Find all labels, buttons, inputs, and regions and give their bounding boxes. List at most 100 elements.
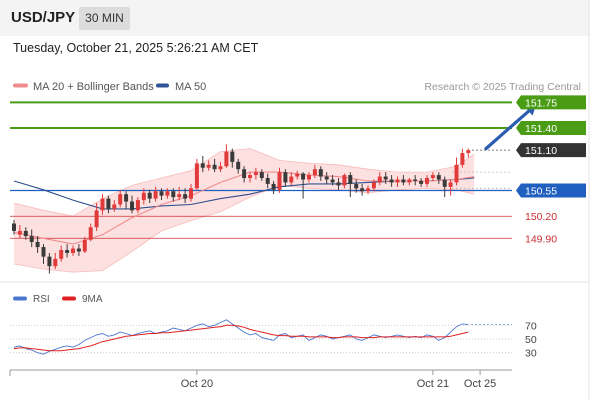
candle-body <box>395 179 400 183</box>
candle-body <box>407 179 412 183</box>
level-tag-151-10: 151.10 <box>525 145 557 157</box>
candle-body <box>448 182 453 187</box>
candle-body <box>307 175 311 180</box>
candle-body <box>389 179 394 183</box>
candle-body <box>82 239 87 252</box>
candle-body <box>118 194 123 205</box>
candle-body <box>312 169 317 176</box>
x-tick-label: Oct 21 <box>417 378 449 390</box>
candle-body <box>106 198 111 209</box>
rsi-line <box>13 319 469 355</box>
level-tag-bg-151-10 <box>516 143 586 158</box>
candle-body <box>47 256 52 267</box>
legend-swatch-9ma <box>62 296 76 301</box>
candle-body <box>200 163 205 168</box>
candle-body <box>324 176 329 180</box>
candle-body <box>436 175 441 180</box>
level-tag-bg-151-40 <box>516 121 586 136</box>
chart-header: USD/JPY 30 MIN <box>0 0 590 36</box>
candle-body <box>354 183 359 189</box>
candle-body <box>17 230 22 235</box>
legend-label-rsi: RSI <box>33 294 50 305</box>
candle-body <box>277 172 282 190</box>
candle-body <box>100 198 105 211</box>
legend-swatch-ma20 <box>13 83 28 88</box>
candle-body <box>236 161 241 170</box>
candle-body <box>189 188 193 199</box>
candle-body <box>124 194 129 202</box>
candle-body <box>230 151 235 162</box>
legend-label-9ma: 9MA <box>82 294 103 305</box>
candle-body <box>454 164 459 183</box>
candle-body <box>135 200 140 211</box>
candle-body <box>330 179 335 183</box>
candle-body <box>35 241 40 248</box>
level-tag-bg-151-75 <box>516 95 586 110</box>
candle-body <box>336 182 341 186</box>
candle-body <box>430 175 435 179</box>
timeframe-button[interactable]: 30 MIN <box>79 7 130 30</box>
candle-body <box>130 201 134 211</box>
candle-body <box>242 169 247 179</box>
candle-body <box>419 180 424 184</box>
chart-credit: Research © 2025 Trading Central <box>424 81 581 93</box>
candle-body <box>377 176 382 183</box>
rsi-tick-label: 70 <box>525 320 537 332</box>
legend-swatch-ma50 <box>156 83 169 88</box>
level-tag-151-75: 151.75 <box>525 97 557 109</box>
candle-body <box>76 248 81 252</box>
candle-body <box>59 250 64 259</box>
candle-body <box>65 250 70 253</box>
candle-body <box>29 236 34 242</box>
candle-body <box>366 188 370 192</box>
x-tick-label: Oct 25 <box>464 378 496 390</box>
level-tag-150-20: 150.20 <box>525 211 557 223</box>
candle-body <box>248 175 252 179</box>
candle-body <box>383 176 388 180</box>
legend-swatch-rsi <box>13 296 27 301</box>
candle-body <box>94 210 99 228</box>
candle-body <box>460 153 465 165</box>
level-tag-150-55: 150.55 <box>525 186 557 198</box>
candle-body <box>348 175 353 184</box>
chart-timestamp: Tuesday, October 21, 2025 5:26:21 AM CET <box>13 41 259 55</box>
candle-body <box>425 178 429 184</box>
currency-pair-title: USD/JPY <box>11 9 76 26</box>
candle-body <box>165 191 170 196</box>
candle-body <box>53 258 58 267</box>
candle-body <box>141 192 146 201</box>
rsi-tick-label: 30 <box>525 348 537 360</box>
candle-body <box>253 172 258 176</box>
candle-body <box>12 223 16 231</box>
candle-body <box>194 163 199 189</box>
bollinger-upper-line <box>13 148 475 217</box>
candle-body <box>71 248 75 253</box>
candle-body <box>218 166 223 170</box>
candle-body <box>177 194 182 198</box>
rsi-9ma-line <box>13 324 469 352</box>
candle-body <box>23 230 28 237</box>
candle-body <box>466 150 471 154</box>
forecast-arrow-shaft <box>484 109 531 151</box>
candle-body <box>212 164 217 170</box>
candle-body <box>289 176 294 183</box>
rsi-tick-label: 50 <box>525 334 537 346</box>
candle-body <box>318 169 323 177</box>
candle-body <box>301 173 306 180</box>
candle-body <box>171 191 176 198</box>
candle-body <box>41 247 46 257</box>
legend-label-ma20: MA 20 + Bollinger Bands <box>33 81 154 93</box>
candle-body <box>183 194 188 199</box>
bollinger-lower-line <box>13 184 475 273</box>
level-tag-151-40: 151.40 <box>525 123 557 135</box>
candle-body <box>442 179 447 187</box>
candle-body <box>413 179 418 181</box>
level-tag-bg-150-55 <box>516 183 586 198</box>
candle-body <box>283 172 288 183</box>
candle-body <box>295 173 300 177</box>
legend-label-ma50: MA 50 <box>175 81 206 93</box>
candle-body <box>342 175 347 186</box>
candle-body <box>265 178 270 184</box>
candle-body <box>88 227 93 240</box>
